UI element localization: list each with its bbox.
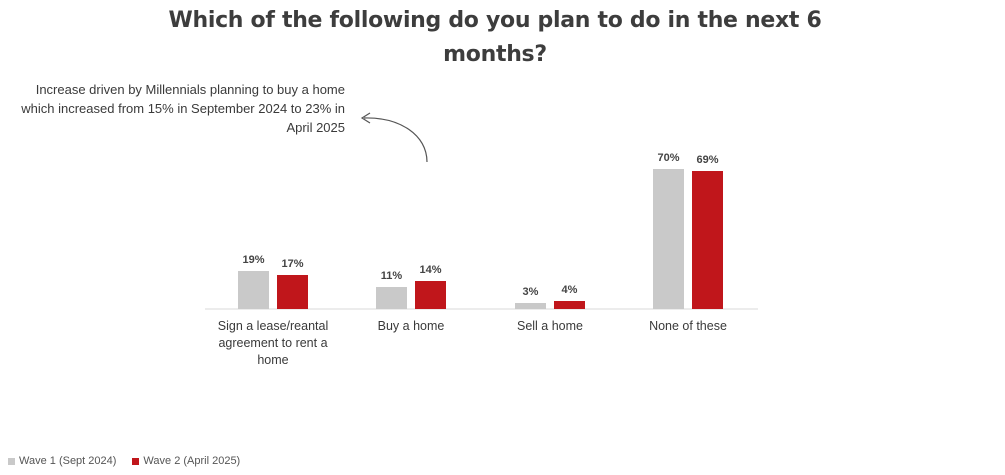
category-label-1: Buy a home xyxy=(378,319,445,333)
annotation-arrow xyxy=(363,117,428,163)
bar-wave1-3 xyxy=(653,169,684,309)
chart-legend: Wave 1 (Sept 2024) Wave 2 (April 2025) xyxy=(8,455,240,467)
bar-wave2-2 xyxy=(554,301,585,309)
data-label-wave2-1: 14% xyxy=(419,264,441,276)
legend-label-wave1: Wave 1 (Sept 2024) xyxy=(19,455,117,467)
category-label-0-line-0: Sign a lease/reantal xyxy=(218,319,329,333)
legend-item-wave1: Wave 1 (Sept 2024) xyxy=(8,455,116,467)
category-label-0-line-2: home xyxy=(257,353,288,367)
data-label-wave1-2: 3% xyxy=(523,286,539,298)
data-label-wave2-3: 69% xyxy=(696,154,718,166)
bar-wave2-0 xyxy=(277,275,308,309)
category-label-0-line-1: agreement to rent a xyxy=(218,336,327,350)
legend-swatch-wave2 xyxy=(132,457,140,465)
bar-wave1-2 xyxy=(515,303,546,309)
chart-title: Which of the following do you plan to do… xyxy=(168,8,822,67)
bar-wave1-1 xyxy=(376,287,407,309)
annotation-arrowhead xyxy=(360,112,371,124)
legend-swatch-wave1 xyxy=(8,457,15,465)
bar-wave2-1 xyxy=(415,281,446,309)
category-label-3: None of these xyxy=(649,319,727,333)
chart-annotation: Increase driven by Millennials planning … xyxy=(21,82,345,135)
legend-label-wave2: Wave 2 (April 2025) xyxy=(143,455,241,467)
legend-item-wave2: Wave 2 (April 2025) xyxy=(132,455,240,467)
data-label-wave1-0: 19% xyxy=(242,254,264,266)
data-label-wave1-3: 70% xyxy=(657,152,679,164)
data-label-wave2-0: 17% xyxy=(281,258,303,270)
data-label-wave1-1: 11% xyxy=(381,270,403,282)
bar-wave1-0 xyxy=(238,271,269,309)
data-label-wave2-2: 4% xyxy=(562,284,578,296)
category-label-2: Sell a home xyxy=(517,319,583,333)
bar-wave2-3 xyxy=(692,171,723,309)
